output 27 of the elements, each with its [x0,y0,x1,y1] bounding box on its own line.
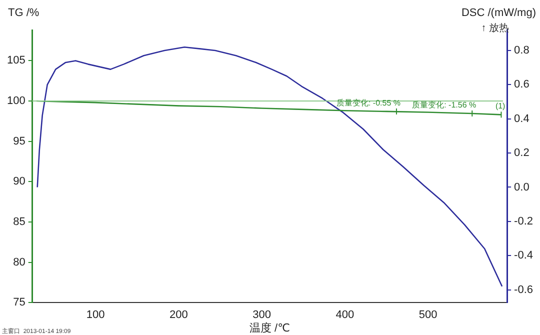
y-tick-label: 95 [13,135,26,148]
y2-tick-label: -0.6 [514,284,534,296]
y2-tick-label: 0.0 [514,181,530,194]
y2-tick-label: -0.4 [514,250,534,262]
y-axis-title: TG /% [8,7,40,19]
x-tick-label: 400 [336,309,354,322]
y-tick-label: 100 [6,95,26,108]
y-tick-label: 90 [13,176,26,188]
y2-tick-label: 0.8 [514,44,530,57]
y-tick-label: 85 [13,216,26,228]
y2-tick-label: 0.4 [514,112,530,125]
y2-tick-label: 0.6 [514,78,530,91]
x-tick-label: 100 [86,309,105,322]
x-axis-title: 温度 /℃ [249,321,290,334]
x-tick-label: 200 [169,309,188,322]
y2-tick-label: -0.2 [514,215,534,228]
y2-tick-label: 0.2 [514,147,530,160]
x-tick-label: 500 [418,309,438,322]
annotation: ↑ 放热 [481,23,510,34]
y2-axis-title: DSC /(mW/mg) [461,7,536,19]
y-tick-label: 75 [13,296,26,309]
y-tick-label: 80 [13,256,26,268]
x-tick-label: 300 [252,309,271,322]
y-tick-label: 105 [6,54,26,67]
annotation: 质量变化: -1.56 % [412,100,476,110]
annotation: 质量变化: -0.55 % [336,98,400,108]
annotation: (1) [495,102,506,111]
